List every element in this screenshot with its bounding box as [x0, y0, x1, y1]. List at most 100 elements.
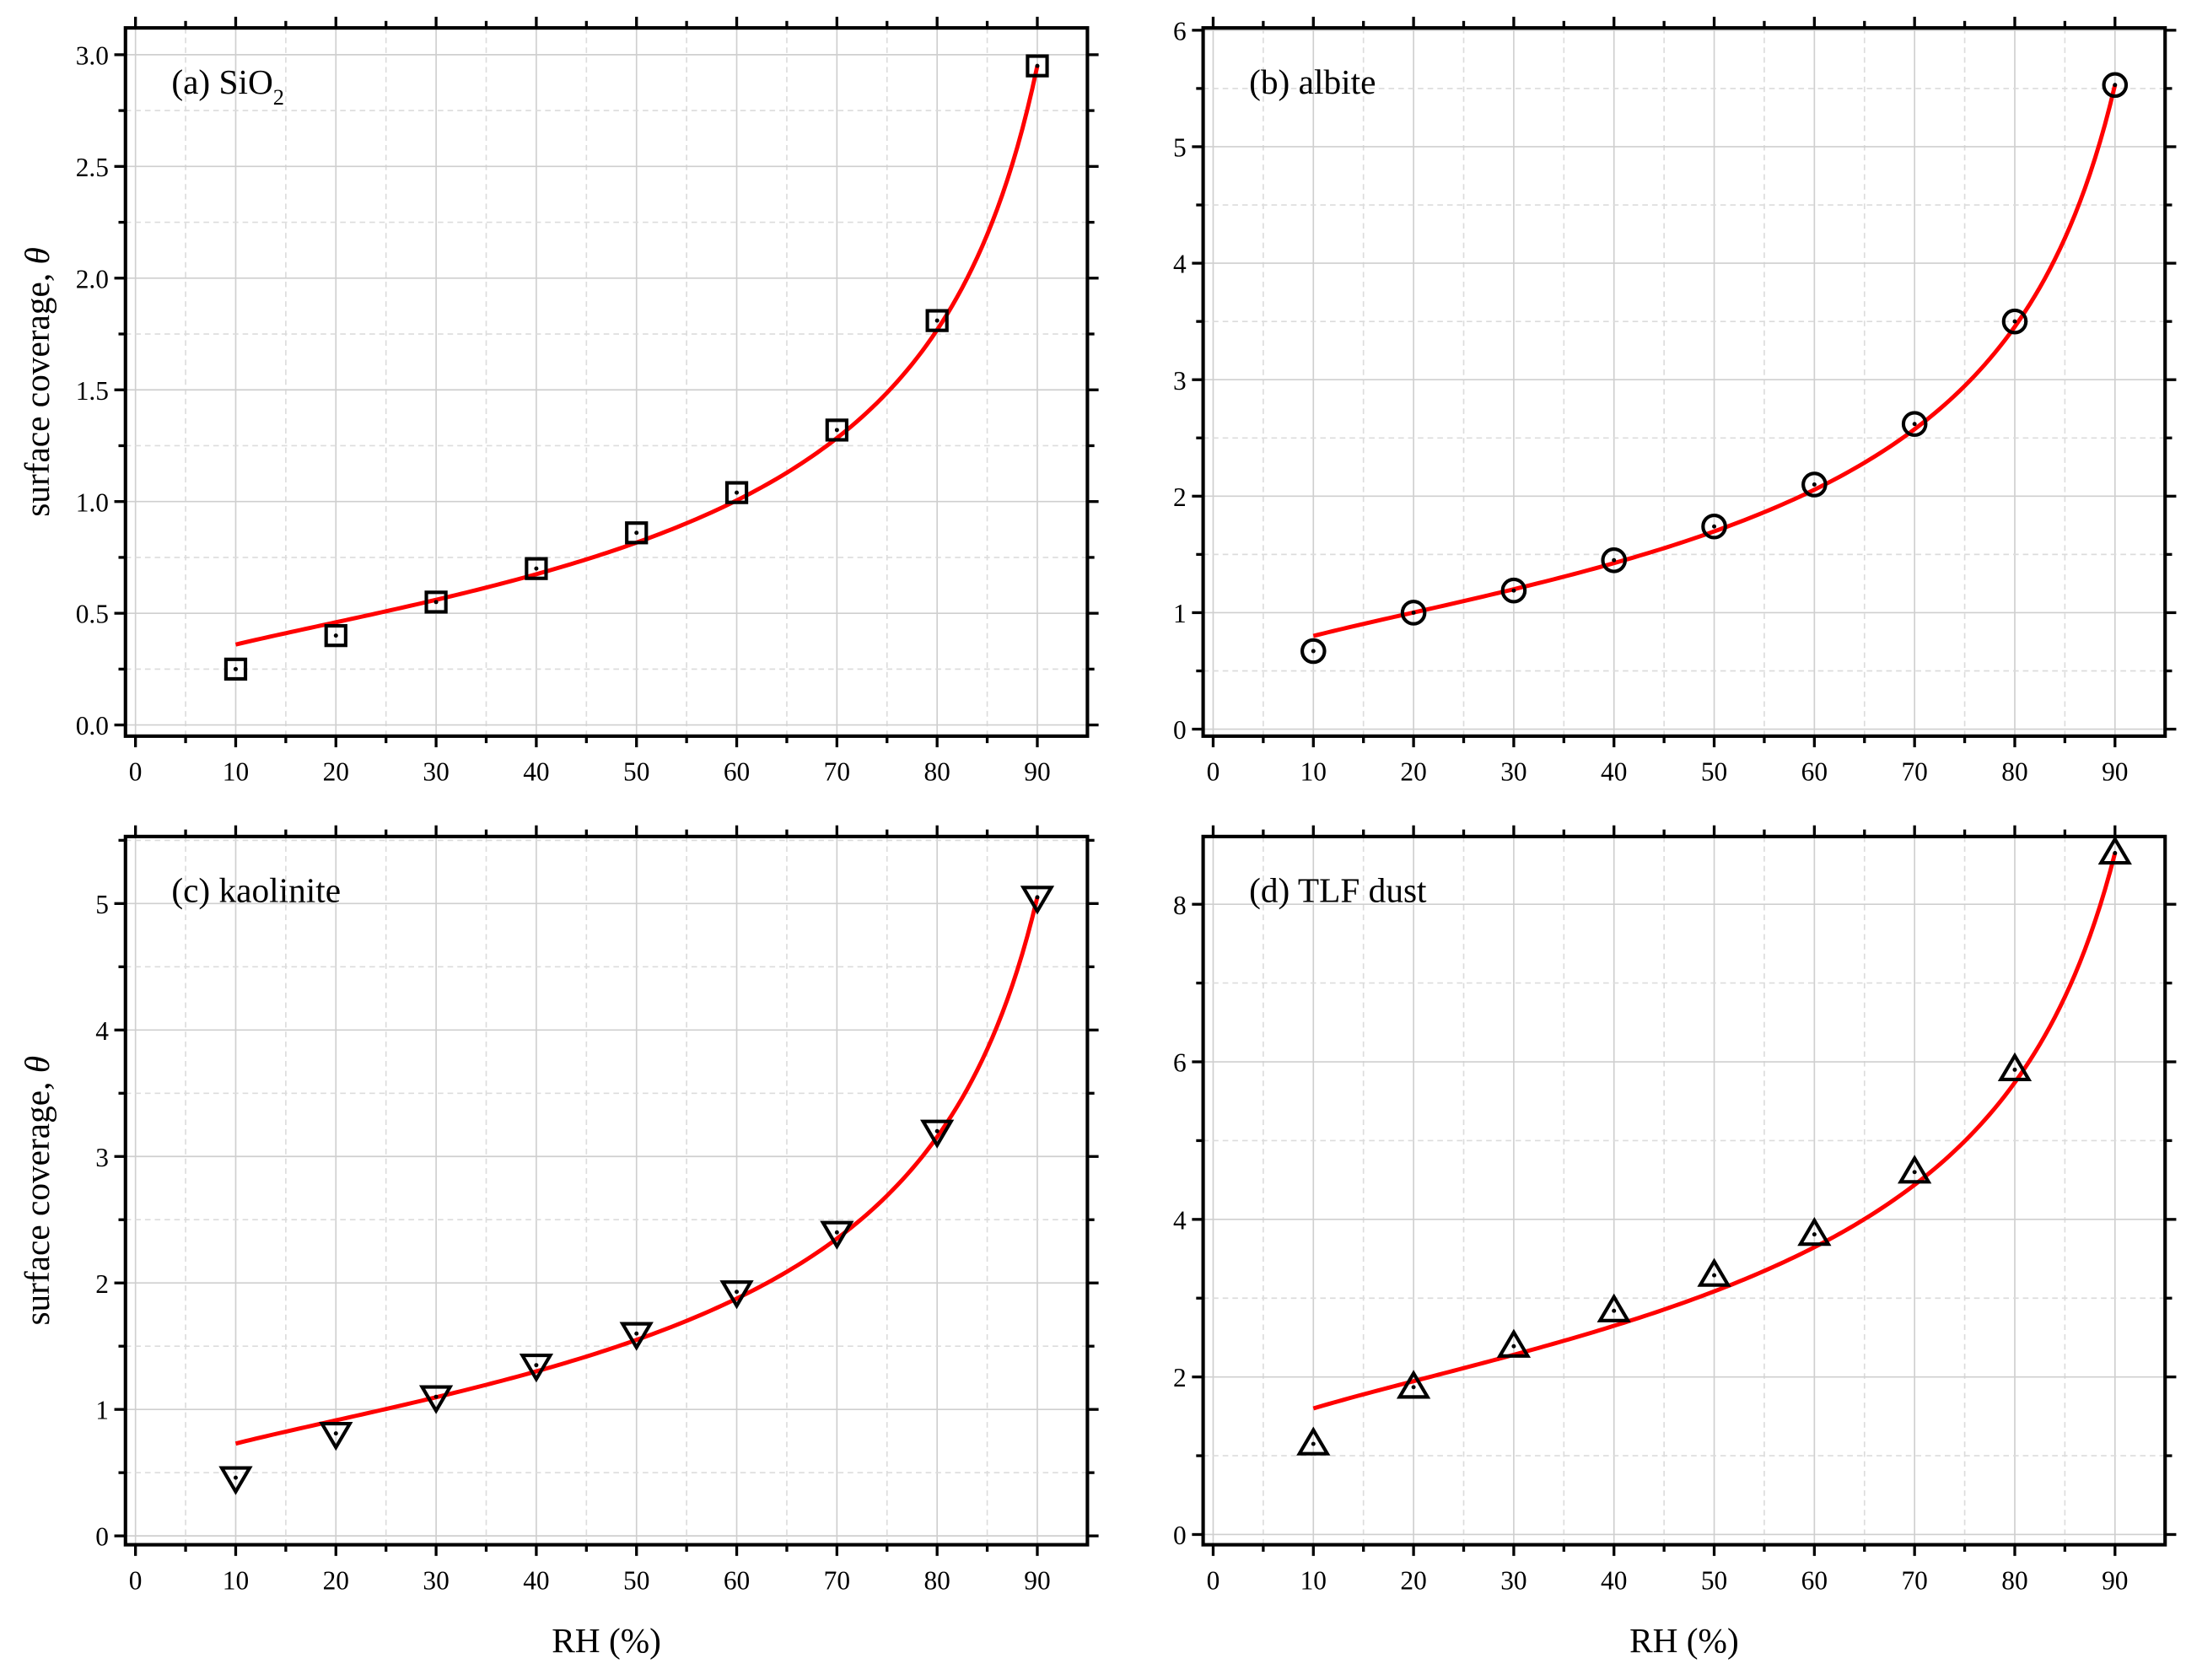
marker-center-dot [735, 1290, 740, 1295]
x-tick-label: 70 [1901, 1566, 1927, 1596]
x-tick-label: 30 [423, 757, 449, 787]
data-point-triangle-up [2097, 835, 2132, 865]
x-tick-label: 70 [824, 757, 850, 787]
data-point-circle [2102, 72, 2129, 99]
x-tick-label: 0 [129, 1566, 143, 1596]
square-marker [625, 521, 649, 545]
y-tick-label: 6 [1173, 16, 1187, 46]
data-point-triangle-down [319, 1422, 353, 1451]
y-axis-title: surface coverage, θ [18, 1056, 57, 1326]
triangle-down-marker [920, 1119, 955, 1149]
x-tick-label: 20 [1400, 1566, 1426, 1596]
y-tick-label: 0 [95, 1522, 109, 1552]
data-point-triangle-up [1697, 1257, 1731, 1287]
y-tick-label: 1 [95, 1396, 109, 1425]
x-tick-label: 0 [1207, 1566, 1220, 1596]
data-point-square [223, 657, 248, 681]
chart-panel-0: 0 10 20 30 40 50 60 70 80 90 0.0 0.5 1.0 1.5 2.0 2.5 3.0… [18, 16, 1099, 787]
data-point-circle [1500, 577, 1527, 604]
data-point-triangle-up [1898, 1155, 1932, 1184]
y-tick-label: 5 [1173, 133, 1187, 163]
circle-marker [1400, 600, 1427, 626]
y-tick-label: 3 [95, 1143, 109, 1172]
y-tick-label: 0.5 [76, 600, 109, 629]
x-tick-label: 90 [2102, 1566, 2128, 1596]
data-point-square [1026, 54, 1049, 78]
data-point-square [825, 418, 848, 442]
marker-center-dot [433, 600, 439, 605]
triangle-up-marker [2097, 835, 2132, 865]
x-tick-label: 60 [1801, 1566, 1828, 1596]
data-point-square [424, 590, 448, 614]
marker-center-dot [1712, 1273, 1717, 1278]
x-tick-label: 60 [724, 1566, 750, 1596]
circle-marker [1500, 577, 1527, 604]
marker-center-dot [1035, 63, 1040, 68]
x-tick-label: 10 [223, 1566, 249, 1596]
marker-center-dot [1912, 422, 1917, 427]
panel-label-text: (c) kaolinite [171, 871, 341, 911]
y-tick-label: 2 [1173, 1363, 1187, 1392]
x-tick-label: 80 [2001, 1566, 2027, 1596]
x-tick-label: 20 [1400, 757, 1426, 787]
x-tick-label: 10 [223, 757, 249, 787]
square-marker [424, 590, 448, 614]
x-tick-label: 20 [323, 757, 349, 787]
x-tick-label: 50 [1701, 1566, 1727, 1596]
x-tick-label: 80 [923, 757, 950, 787]
marker-center-dot [1812, 482, 1817, 487]
panel-label-text: (a) SiO [171, 62, 272, 102]
data-point-triangle-up [1396, 1370, 1431, 1399]
data-point-square [324, 624, 347, 648]
marker-center-dot [1812, 1232, 1817, 1237]
marker-center-dot [534, 1363, 539, 1368]
data-point-triangle-down [920, 1119, 955, 1149]
x-tick-label: 0 [129, 757, 143, 787]
data-point-triangle-up [1596, 1293, 1631, 1322]
triangle-up-marker [1496, 1328, 1532, 1358]
data-point-circle [2001, 308, 2028, 335]
data-point-triangle-down [218, 1466, 253, 1495]
marker-center-dot [534, 566, 539, 571]
data-point-circle [1300, 638, 1327, 665]
square-marker [925, 309, 949, 332]
circle-marker [1601, 547, 1628, 573]
square-marker [825, 418, 848, 442]
x-tick-label: 70 [1901, 757, 1927, 787]
y-tick-label: 4 [95, 1016, 109, 1046]
marker-center-dot [934, 1128, 940, 1133]
triangle-down-marker [619, 1322, 654, 1351]
y-tick-label: 1 [1173, 599, 1187, 628]
circle-marker [1901, 411, 1928, 437]
square-marker [525, 557, 548, 580]
triangle-up-marker [1797, 1216, 1832, 1247]
panel-label: (a) SiO2 [171, 62, 284, 110]
marker-center-dot [2113, 83, 2118, 88]
panel-label-text: (b) albite [1249, 62, 1376, 102]
x-axis-title: RH (%) [552, 1621, 661, 1661]
data-point-triangle-up [1496, 1328, 1532, 1358]
data-point-triangle-down [719, 1280, 754, 1310]
fit-curve [234, 897, 1040, 1446]
y-axis-title-text: surface coverage, [18, 1073, 57, 1325]
data-point-square [925, 309, 949, 332]
panel-label: (b) albite [1249, 62, 1376, 102]
triangle-up-marker [1697, 1257, 1731, 1287]
y-tick-label: 1.0 [76, 487, 109, 517]
x-axis-title: RH (%) [1629, 1621, 1739, 1661]
marker-center-dot [1035, 895, 1040, 900]
marker-center-dot [1311, 649, 1316, 654]
plot-frame [123, 834, 1090, 1547]
x-tick-label: 40 [523, 757, 549, 787]
triangle-down-marker [418, 1385, 454, 1414]
data-point-triangle-down [519, 1354, 554, 1383]
circle-marker [2001, 308, 2028, 335]
y-tick-label: 4 [1173, 250, 1187, 279]
y-tick-label: 5 [95, 890, 109, 919]
marker-center-dot [1612, 1308, 1617, 1313]
y-tick-label: 2 [1173, 482, 1187, 512]
marker-center-dot [1511, 588, 1516, 593]
data-point-circle [1701, 513, 1727, 540]
plot-frame [123, 26, 1090, 738]
y-tick-label: 0 [1173, 715, 1187, 745]
